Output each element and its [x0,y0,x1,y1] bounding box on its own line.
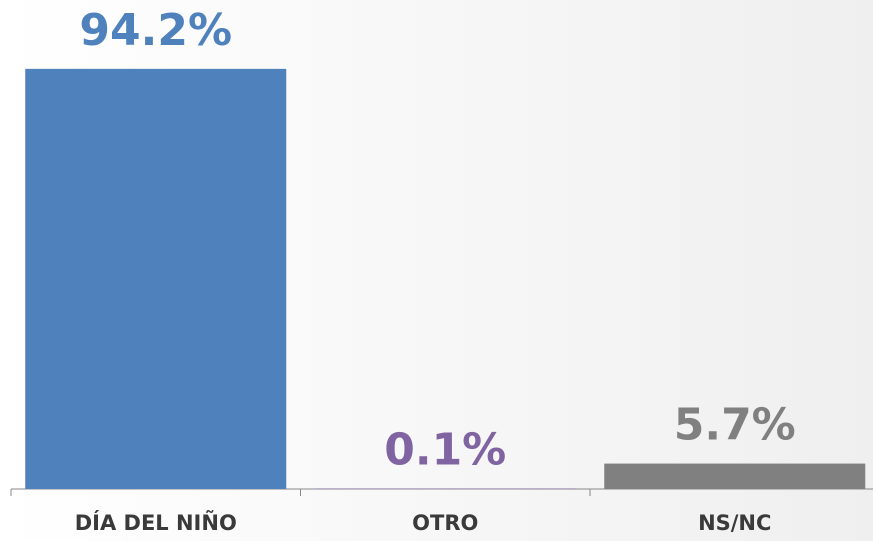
x-tick-label: OTRO [412,511,478,535]
x-tick-label: NS/NC [698,511,771,535]
value-label: 0.1% [384,425,506,476]
x-tick-label: DÍA DEL NIÑO [75,510,237,535]
value-label: 94.2% [79,5,232,56]
bar [604,463,866,489]
value-label: 5.7% [674,400,796,451]
bar [25,68,287,490]
